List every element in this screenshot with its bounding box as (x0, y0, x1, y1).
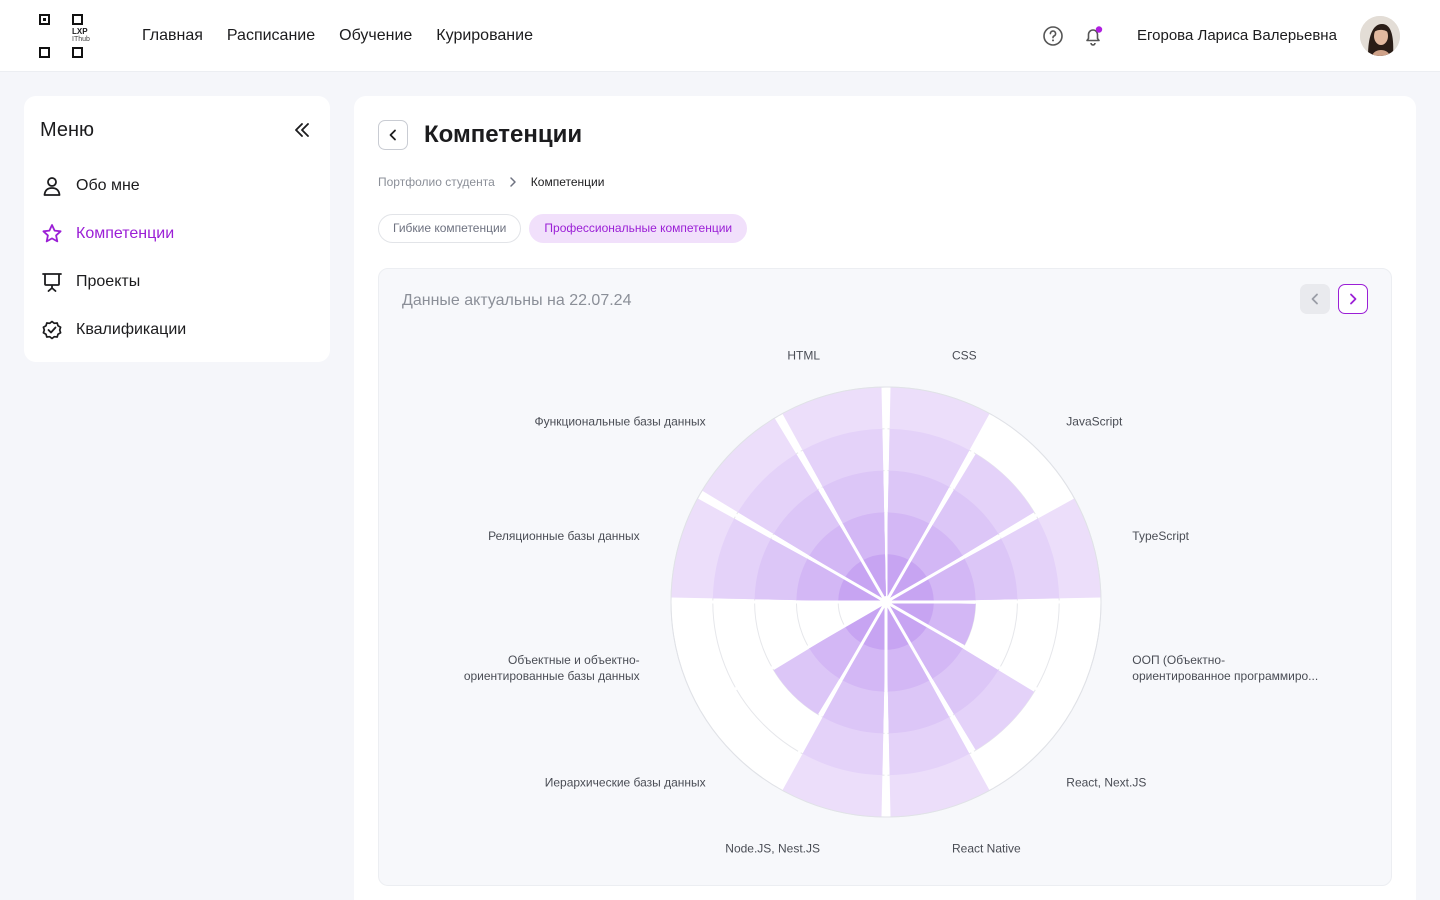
sidebar-menu: Меню Обо мне Компетенции Проекты Квалифи… (24, 96, 330, 362)
breadcrumb-current: Компетенции (530, 175, 605, 189)
chart-divider (885, 600, 1073, 711)
chart-segment[interactable] (891, 602, 934, 626)
chart-divider (885, 493, 1073, 604)
main-panel: Компетенции Портфолио студента Компетенц… (354, 96, 1416, 900)
chart-category-label: ООП (Объектно-ориентированное программир… (1132, 653, 1318, 683)
chart-segment[interactable] (889, 561, 927, 599)
help-icon[interactable] (1042, 25, 1064, 47)
chart-category-label: Node.JS, Nest.JS (725, 841, 820, 855)
prev-page-button[interactable] (1300, 284, 1330, 314)
chart-segment[interactable] (862, 554, 886, 597)
user-name[interactable]: Егорова Лариса Валерьевна (1137, 27, 1337, 44)
chevron-left-icon (389, 129, 396, 141)
sidebar-item-label: Обо мне (76, 177, 140, 194)
chart-category-label: Иерархические базы данных (545, 775, 706, 789)
next-page-button[interactable] (1338, 284, 1368, 314)
chart-category-label: HTML (787, 349, 820, 363)
chart-category-label: React, Next.JS (1066, 775, 1146, 789)
chart-category-label: React Native (952, 841, 1021, 855)
presentation-icon (42, 273, 62, 292)
breadcrumb-parent[interactable]: Портфолио студента (378, 175, 495, 189)
chart-segment[interactable] (886, 607, 910, 650)
page-title: Компетенции (424, 121, 583, 148)
tab-soft-skills[interactable]: Гибкие компетенции (378, 214, 522, 243)
competency-chart-card: CSS JavaScript TypeScript ООП (Объектно-ори… (378, 268, 1392, 886)
top-header: LXP IThub Главная Расписание Обучение Ку… (0, 0, 1440, 72)
chevron-right-icon (1350, 293, 1357, 305)
competency-tabs: Гибкие компетенции Профессиональные комп… (378, 214, 748, 243)
chart-divider (884, 601, 995, 789)
user-icon (43, 177, 61, 196)
collapse-menu-icon[interactable] (290, 118, 314, 142)
competency-polar-chart: CSS JavaScript TypeScript ООП (Объектно-ори… (464, 349, 1318, 856)
main-nav: Главная Расписание Обучение Курирование (142, 26, 533, 46)
back-button[interactable] (378, 120, 408, 150)
breadcrumb: Портфолио студента Компетенции (378, 174, 604, 190)
chart-divider (699, 600, 887, 711)
logo-subtext: IThub (72, 36, 90, 43)
chart-category-label: TypeScript (1132, 529, 1189, 543)
chart-segment[interactable] (891, 578, 934, 602)
lxp-logo[interactable]: LXP IThub (38, 13, 100, 59)
chart-category-label: Функциональные базы данных (534, 415, 705, 429)
chart-category-label: Объектные и объектно-ориентированные баз… (464, 653, 640, 683)
notification-dot (1095, 26, 1103, 33)
chart-divider (699, 493, 887, 604)
chart-divider (777, 415, 888, 603)
avatar[interactable] (1360, 16, 1400, 56)
nav-schedule[interactable]: Расписание (226, 27, 316, 44)
sidebar-item-about[interactable]: Обо мне (40, 172, 310, 200)
nav-learning[interactable]: Обучение (339, 27, 413, 44)
chart-category-label: JavaScript (1066, 415, 1123, 429)
chart-segment[interactable] (862, 607, 886, 650)
badge-check-icon (42, 320, 62, 340)
chevron-left-icon (1311, 293, 1318, 305)
chart-divider (884, 415, 995, 603)
chart-segment[interactable] (889, 605, 927, 643)
sidebar-item-label: Компетенции (76, 225, 175, 242)
star-icon (42, 224, 62, 243)
sidebar-item-label: Проекты (76, 273, 141, 290)
chart-category-label: CSS (952, 349, 977, 363)
chart-segment[interactable] (838, 578, 881, 602)
chart-outer-ring (670, 386, 1102, 818)
chart-segment[interactable] (886, 554, 910, 597)
tab-professional[interactable]: Профессиональные компетенции (529, 214, 748, 243)
sidebar-item-qualifications[interactable]: Квалификации (40, 316, 310, 344)
sidebar-item-label: Квалификации (76, 321, 187, 338)
chevron-right-icon (510, 177, 516, 187)
bell-icon[interactable] (1082, 25, 1104, 47)
chart-segment[interactable] (845, 561, 883, 599)
chart-segment[interactable] (845, 605, 883, 643)
nav-curation[interactable]: Курирование (436, 27, 533, 44)
nav-home[interactable]: Главная (142, 27, 203, 44)
chart-category-label: Реляционные базы данных (488, 529, 640, 543)
chart-divider (777, 601, 888, 789)
data-date: Данные актуальны на 22.07.24 (402, 292, 632, 309)
sidebar-item-projects[interactable]: Проекты (40, 268, 310, 296)
menu-title: Меню (40, 119, 95, 141)
sidebar-item-competencies[interactable]: Компетенции (40, 220, 310, 248)
logo-text: LXP (72, 27, 88, 36)
